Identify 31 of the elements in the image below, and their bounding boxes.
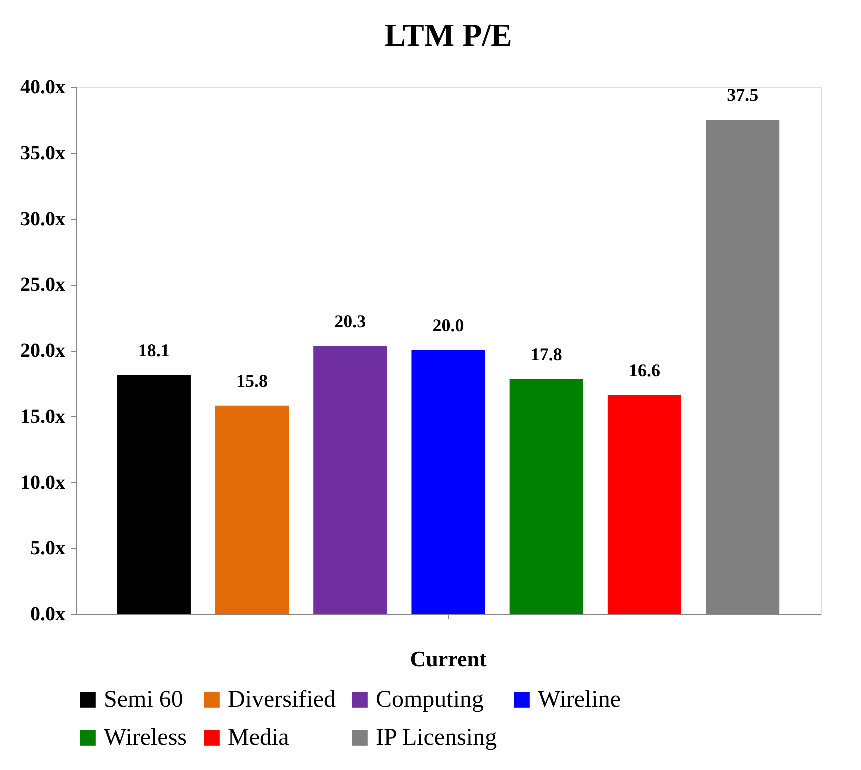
y-tick-label: 15.0x [20,406,66,428]
bar [314,346,388,614]
data-label: 18.1 [138,340,170,361]
bar [412,350,486,614]
y-tick-label: 0.0x [30,604,66,626]
x-tick-label: Current [410,646,488,672]
legend-label: Diversified [228,687,336,713]
y-tick-label: 25.0x [20,274,66,296]
y-tick-label: 35.0x [20,142,66,164]
legend-label: Semi 60 [104,687,184,713]
legend-label: Wireless [104,725,188,751]
y-tick-label: 20.0x [20,340,66,362]
y-tick-label: 30.0x [20,208,66,230]
data-label: 20.0 [432,316,464,336]
data-label: 15.8 [236,370,268,391]
bar [117,376,191,614]
legend-label: Media [228,725,290,751]
bar [510,379,584,614]
data-label: 37.5 [727,84,759,105]
bar [215,406,290,614]
legend-label: Wireline [538,687,621,713]
legend-label: IP Licensing [376,725,498,751]
chart-title: LTM P/E [384,17,512,53]
data-label: 20.3 [334,312,366,332]
y-tick-label: 5.0x [30,538,66,560]
y-tick-label: 10.0x [20,472,66,494]
legend-label: Computing [376,687,484,713]
bar [608,395,682,614]
data-label: 17.8 [530,344,562,364]
y-tick-label: 40.0x [20,76,66,98]
data-label: 16.6 [628,360,660,380]
